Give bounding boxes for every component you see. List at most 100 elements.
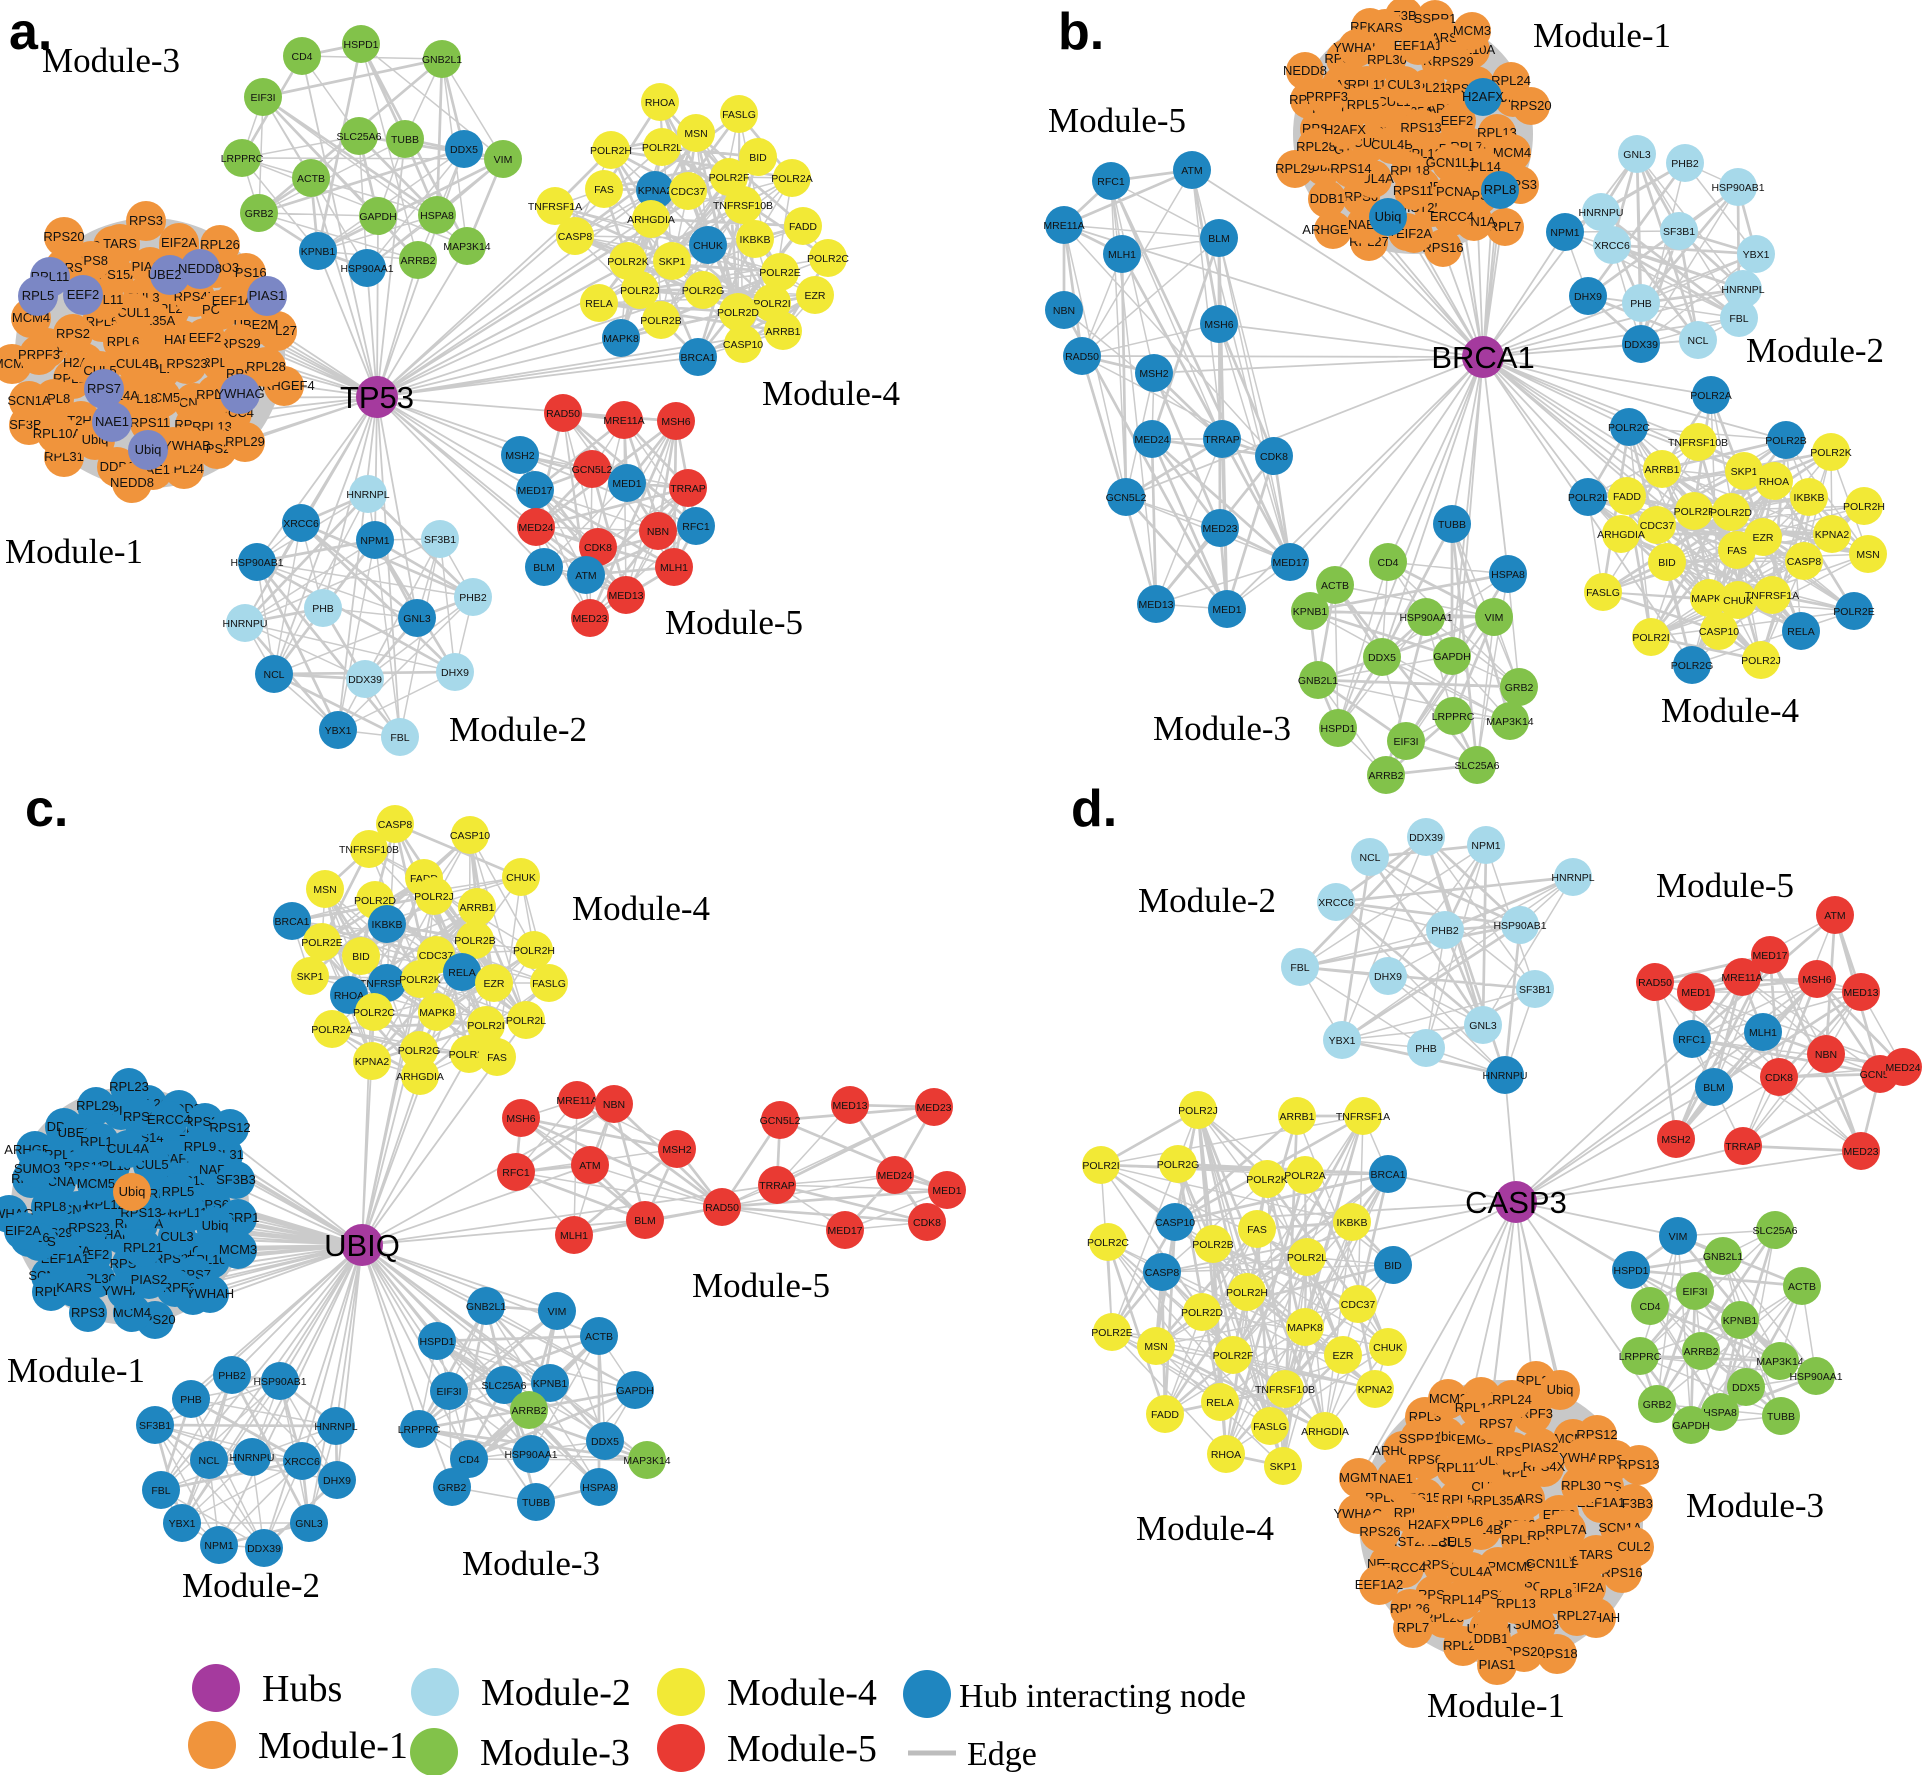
svg-text:CD4: CD4 — [458, 1454, 479, 1466]
svg-text:ARHGDIA: ARHGDIA — [396, 1071, 444, 1083]
svg-text:HNRNPU: HNRNPU — [230, 1452, 275, 1464]
svg-text:DDX5: DDX5 — [1368, 652, 1396, 664]
svg-text:POLR2C: POLR2C — [807, 253, 849, 265]
svg-text:ARRB1: ARRB1 — [1279, 1111, 1314, 1123]
svg-text:MRE11A: MRE11A — [603, 415, 644, 427]
svg-text:MAP3K14: MAP3K14 — [623, 1455, 670, 1467]
svg-text:HSPD1: HSPD1 — [1320, 723, 1355, 735]
svg-text:HNRNPU: HNRNPU — [1483, 1070, 1528, 1082]
svg-text:POLR2F: POLR2F — [1213, 1350, 1254, 1362]
svg-text:GNL3: GNL3 — [1623, 149, 1651, 161]
svg-text:Module-3: Module-3 — [1686, 1486, 1824, 1525]
svg-text:DHX9: DHX9 — [1574, 291, 1602, 303]
svg-text:IKBKB: IKBKB — [372, 919, 403, 931]
svg-text:MSH2: MSH2 — [662, 1144, 691, 1156]
svg-text:DDX39: DDX39 — [1409, 832, 1443, 844]
svg-text:NBN: NBN — [1053, 305, 1075, 317]
svg-text:HNRNPL: HNRNPL — [346, 489, 389, 501]
svg-text:POLR2B: POLR2B — [640, 315, 681, 327]
svg-text:POLR2A: POLR2A — [1690, 390, 1731, 402]
svg-text:SKP1: SKP1 — [297, 971, 324, 983]
svg-text:CD4: CD4 — [1639, 1301, 1660, 1313]
svg-text:POLR2G: POLR2G — [398, 1045, 441, 1057]
svg-text:TUBB: TUBB — [522, 1497, 550, 1509]
svg-text:NPM1: NPM1 — [1471, 840, 1500, 852]
svg-text:NEDD8: NEDD8 — [178, 261, 222, 276]
svg-text:RPL7A: RPL7A — [1545, 1522, 1587, 1537]
svg-text:DDX5: DDX5 — [591, 1436, 619, 1448]
svg-text:MED23: MED23 — [572, 613, 607, 625]
svg-text:RHOA: RHOA — [334, 990, 364, 1002]
svg-text:MSN: MSN — [313, 884, 336, 896]
svg-text:MSH2: MSH2 — [505, 450, 534, 462]
svg-text:CDK8: CDK8 — [1765, 1072, 1793, 1084]
svg-text:CD4: CD4 — [291, 51, 312, 63]
svg-text:RPL24: RPL24 — [1491, 73, 1531, 88]
svg-text:POLR2D: POLR2D — [717, 307, 759, 319]
svg-text:RPS20: RPS20 — [43, 229, 84, 244]
svg-text:FBL: FBL — [390, 732, 409, 744]
svg-text:MSH2: MSH2 — [1139, 368, 1168, 380]
svg-text:MLH1: MLH1 — [560, 1230, 588, 1242]
svg-text:EIF3I: EIF3I — [250, 92, 275, 104]
svg-text:HSP90AA1: HSP90AA1 — [1399, 612, 1452, 624]
svg-text:ARRB2: ARRB2 — [1683, 1346, 1718, 1358]
svg-text:H2AFX: H2AFX — [1408, 1517, 1450, 1532]
svg-text:PHB: PHB — [312, 603, 334, 615]
svg-text:GNB2L1: GNB2L1 — [466, 1301, 506, 1313]
svg-text:RPL26: RPL26 — [200, 237, 240, 252]
svg-text:FBL: FBL — [151, 1485, 170, 1497]
svg-text:SF3B1: SF3B1 — [139, 1420, 171, 1432]
svg-text:Module-3: Module-3 — [462, 1544, 600, 1583]
svg-text:RFC1: RFC1 — [682, 521, 710, 533]
svg-text:TNFRSF1A: TNFRSF1A — [360, 978, 414, 990]
svg-text:SLC25A6: SLC25A6 — [1455, 760, 1500, 772]
svg-text:SF3B1: SF3B1 — [424, 534, 456, 546]
svg-text:Ubiq: Ubiq — [119, 1184, 146, 1199]
svg-text:EEF2: EEF2 — [67, 287, 100, 302]
svg-text:EZR: EZR — [1753, 532, 1774, 544]
svg-text:RPS7: RPS7 — [1479, 1416, 1513, 1431]
svg-text:FBL: FBL — [1729, 313, 1748, 325]
svg-text:EZR: EZR — [484, 978, 505, 990]
svg-text:MAPK8: MAPK8 — [603, 333, 639, 345]
svg-text:CHUK: CHUK — [693, 240, 723, 252]
svg-text:d.: d. — [1071, 780, 1117, 838]
svg-text:RPS3: RPS3 — [71, 1305, 105, 1320]
svg-text:RPL7: RPL7 — [1489, 219, 1522, 234]
svg-text:Module-5: Module-5 — [665, 603, 803, 642]
svg-text:RPS3: RPS3 — [129, 213, 163, 228]
svg-text:CUL5: CUL5 — [135, 1157, 168, 1172]
svg-text:MGMT: MGMT — [1339, 1470, 1379, 1485]
svg-text:POLR2C: POLR2C — [353, 1007, 395, 1019]
svg-text:POLR2F: POLR2F — [709, 172, 750, 184]
svg-text:CASP8: CASP8 — [1787, 556, 1822, 568]
svg-text:HSPD1: HSPD1 — [343, 39, 378, 51]
svg-text:Module-4: Module-4 — [762, 374, 900, 413]
svg-text:DDB1: DDB1 — [1474, 1631, 1509, 1646]
svg-text:MAP3K14: MAP3K14 — [1486, 716, 1533, 728]
svg-text:RPS20: RPS20 — [1510, 98, 1551, 113]
svg-text:SF3B3: SF3B3 — [216, 1172, 256, 1187]
svg-text:Module-1: Module-1 — [258, 1725, 408, 1767]
svg-text:HSP90AB1: HSP90AB1 — [1711, 182, 1764, 194]
svg-text:NAE1: NAE1 — [1379, 1471, 1413, 1486]
svg-text:FADD: FADD — [1613, 491, 1641, 503]
svg-text:FADD: FADD — [1151, 1409, 1179, 1421]
svg-text:MED13: MED13 — [832, 1100, 867, 1112]
svg-text:RPL28: RPL28 — [1296, 139, 1336, 154]
svg-text:YWHAB: YWHAB — [1333, 40, 1381, 55]
svg-text:NPM1: NPM1 — [204, 1540, 233, 1552]
svg-text:ACTB: ACTB — [297, 173, 325, 185]
svg-text:HNRNPL: HNRNPL — [314, 1421, 357, 1433]
svg-text:GNL3: GNL3 — [295, 1518, 323, 1530]
svg-text:RPL30: RPL30 — [1367, 52, 1407, 67]
svg-text:GNB2L1: GNB2L1 — [422, 54, 462, 66]
svg-text:YBX1: YBX1 — [169, 1518, 196, 1530]
svg-text:UBIQ: UBIQ — [324, 1228, 400, 1263]
svg-text:MED1: MED1 — [932, 1185, 961, 1197]
svg-text:BID: BID — [1384, 1260, 1402, 1272]
svg-text:CUL4B: CUL4B — [1371, 137, 1413, 152]
svg-text:RPL28: RPL28 — [246, 359, 286, 374]
svg-text:EIF3I: EIF3I — [436, 1386, 461, 1398]
